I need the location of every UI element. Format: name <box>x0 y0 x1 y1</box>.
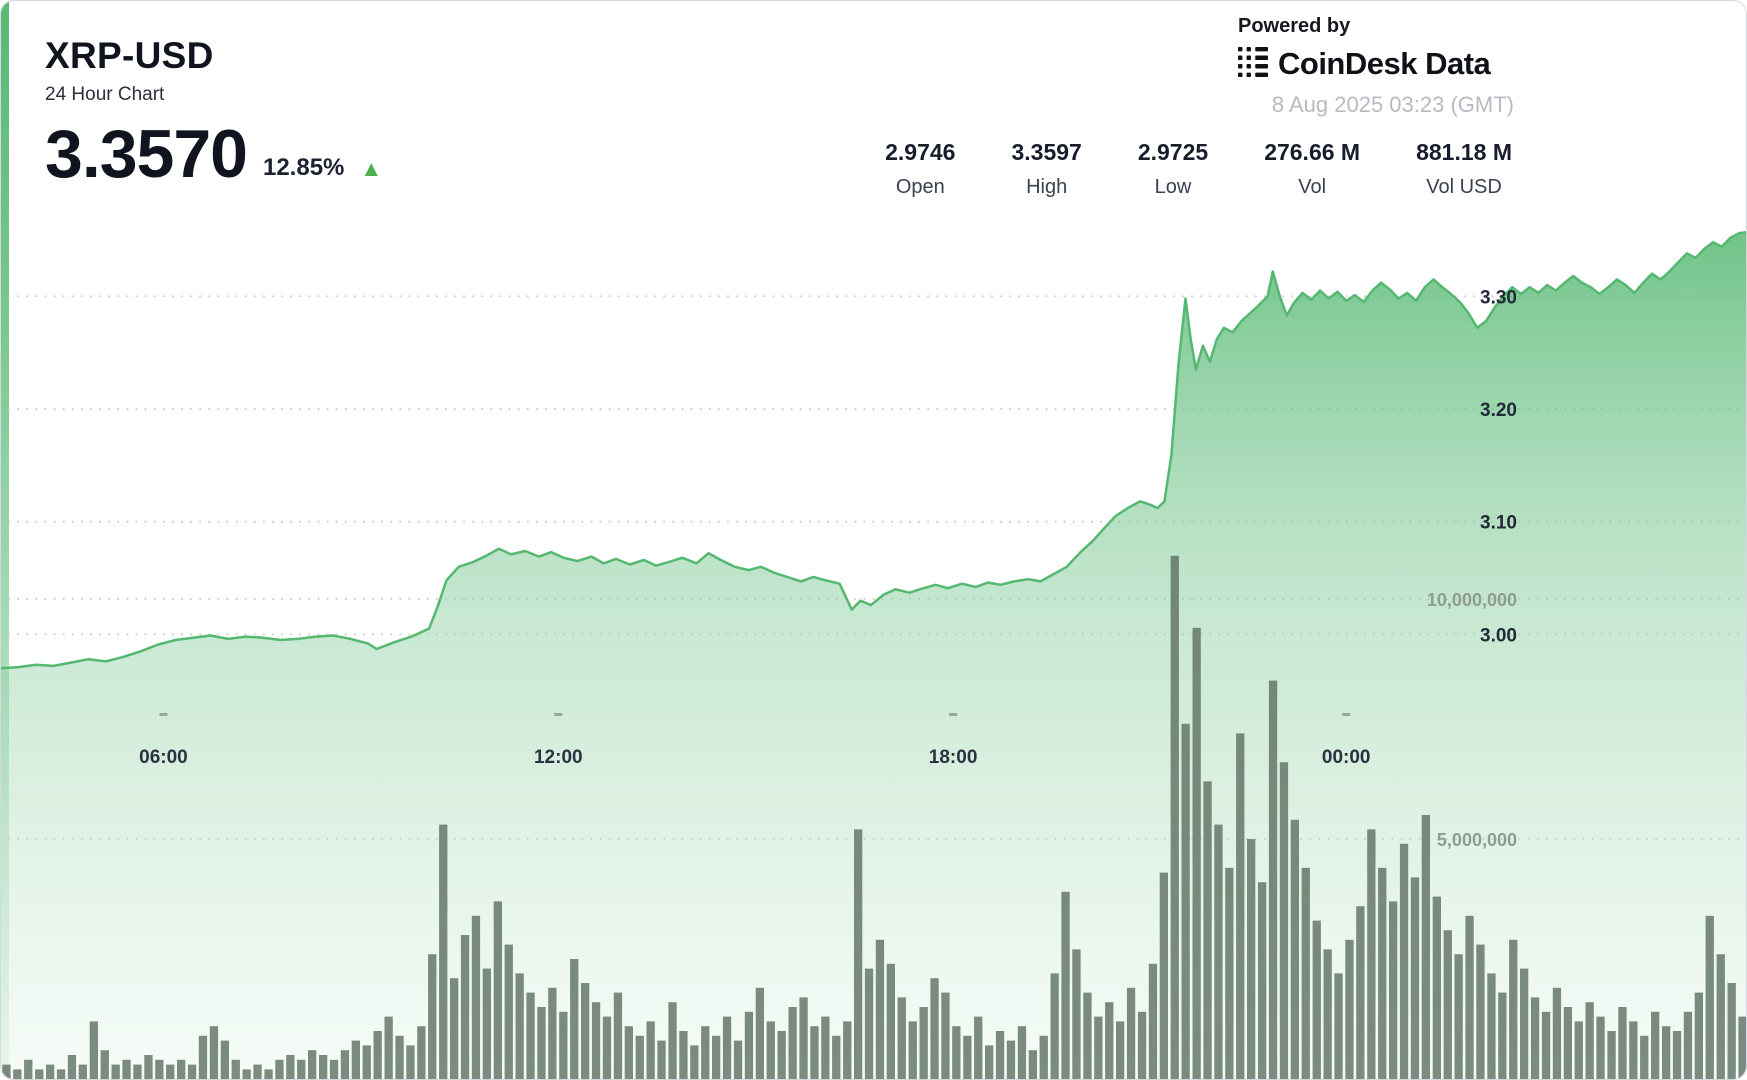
branding-block: Powered by CoinDesk Data 8 Aug 2025 03:2… <box>1238 15 1514 118</box>
price-row: 3.3570 12.85% ▲ <box>45 120 382 188</box>
price-area <box>1 232 1746 1079</box>
coindesk-wordmark: CoinDesk Data <box>1278 46 1491 81</box>
stat-low-value: 2.9725 <box>1137 139 1209 165</box>
svg-text:3.20: 3.20 <box>1480 400 1517 421</box>
symbol-title: XRP-USD <box>45 35 214 76</box>
svg-text:12:00: 12:00 <box>534 747 583 768</box>
volume-bars <box>2 555 1746 1079</box>
stat-open-value: 2.9746 <box>885 139 956 165</box>
stat-vol: 276.66 M Vol <box>1264 139 1360 199</box>
stat-low: 2.9725 Low <box>1138 139 1208 199</box>
left-accent-bar <box>1 1 9 1079</box>
up-arrow-icon: ▲ <box>360 156 383 181</box>
svg-text:18:00: 18:00 <box>929 747 978 768</box>
ohlc-stats: 2.9746 Open 3.3597 High 2.9725 Low 276.6… <box>885 139 1512 199</box>
stat-vol-value: 276.66 M <box>1264 139 1361 165</box>
stat-open-label: Open <box>895 176 945 198</box>
stat-vol-usd: 881.18 M Vol USD <box>1416 139 1512 199</box>
price-axis-labels: 3.00 3.10 3.20 3.30 <box>1480 287 1517 646</box>
stat-high-value: 3.3597 <box>1011 139 1082 165</box>
svg-text:10,000,000: 10,000,000 <box>1427 590 1517 610</box>
stat-vol-usd-value: 881.18 M <box>1416 139 1512 165</box>
volume-axis-labels: 5,000,000 10,000,000 <box>1427 590 1517 850</box>
powered-by-label: Powered by <box>1238 15 1351 37</box>
stat-open: 2.9746 Open <box>885 139 955 199</box>
stat-high-label: High <box>1026 176 1068 198</box>
time-axis-labels: 06:00 12:00 18:00 00:00 <box>139 713 1370 768</box>
svg-text:5,000,000: 5,000,000 <box>1437 830 1517 850</box>
title-block: XRP-USD 24 Hour Chart 3.3570 12.85% ▲ <box>45 35 382 188</box>
chart-subtitle: 24 Hour Chart <box>45 84 165 105</box>
current-price: 3.3570 <box>45 116 248 192</box>
svg-text:3.10: 3.10 <box>1480 513 1517 534</box>
stat-vol-label: Vol <box>1298 176 1327 198</box>
stat-low-label: Low <box>1154 176 1192 198</box>
coindesk-icon <box>1238 46 1268 82</box>
price-line <box>1 230 1746 670</box>
svg-text:00:00: 00:00 <box>1322 747 1371 768</box>
chart-timestamp: 8 Aug 2025 03:23 (GMT) <box>1271 92 1514 117</box>
coindesk-logo[interactable]: CoinDesk Data <box>1238 46 1491 82</box>
svg-text:06:00: 06:00 <box>139 747 188 768</box>
svg-text:3.00: 3.00 <box>1480 625 1517 646</box>
change-percent: 12.85% <box>262 154 345 181</box>
svg-text:3.30: 3.30 <box>1480 287 1517 308</box>
stat-vol-usd-label: Vol USD <box>1426 176 1502 198</box>
stat-high: 3.3597 High <box>1011 139 1081 199</box>
